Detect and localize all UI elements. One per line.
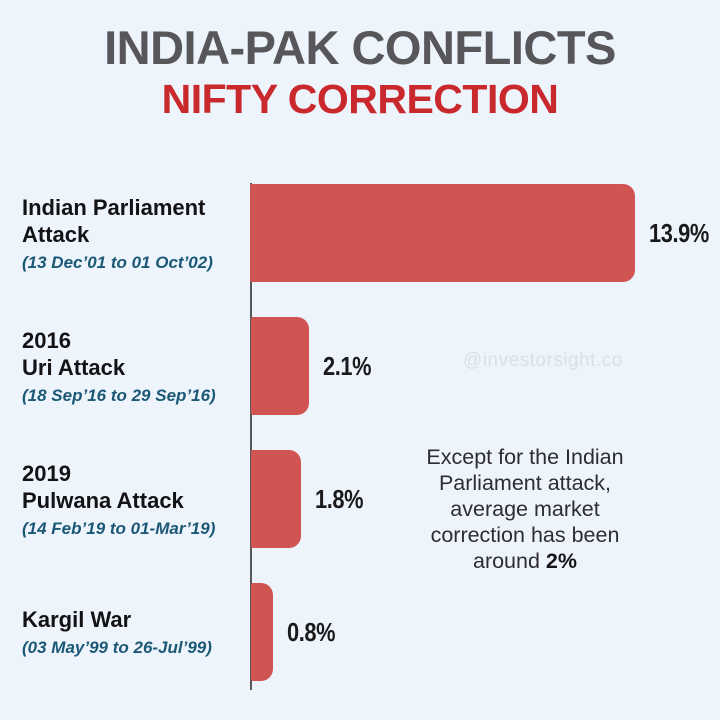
- annotation-text: Except for the Indian Parliament attack,…: [426, 445, 624, 573]
- annotation-bold-value: 2%: [539, 549, 577, 573]
- sub-title: NIFTY CORRECTION: [161, 76, 559, 122]
- row-label: 2016 Uri Attack (18 Sep’16 to 29 Sep’16): [0, 317, 229, 415]
- chart-row-uri-attack: 2016 Uri Attack (18 Sep’16 to 29 Sep’16)…: [0, 317, 720, 415]
- event-date-range: (18 Sep’16 to 29 Sep’16): [22, 385, 216, 405]
- chart-axis-line: [250, 183, 252, 690]
- event-name: Indian Parliament Attack: [22, 194, 206, 247]
- bar-value-label: 2.1%: [323, 350, 372, 381]
- row-label: Kargil War (03 May’99 to 26-Jul’99): [0, 583, 229, 681]
- event-date-range: (03 May’99 to 26-Jul’99): [22, 638, 212, 657]
- bar-value-label: 0.8%: [287, 616, 336, 647]
- watermark-text: @investorsight.co: [463, 350, 623, 371]
- nifty-correction-bar: [251, 583, 273, 681]
- event-date-range: (14 Feb’19 to 01-Mar’19): [22, 518, 216, 538]
- bar-value-label: 1.8%: [315, 483, 364, 514]
- bar-zone: 2.1%: [251, 317, 720, 415]
- bar-value-label: 13.9%: [648, 217, 709, 248]
- event-date-range: (13 Dec’01 to 01 Oct’02): [22, 252, 213, 272]
- main-title: INDIA-PAK CONFLICTS: [104, 21, 616, 74]
- chart-row-kargil-war: Kargil War (03 May’99 to 26-Jul’99) 0.8%: [0, 583, 720, 681]
- chart-row-parliament-attack: Indian Parliament Attack (13 Dec’01 to 0…: [0, 184, 720, 282]
- event-name: 2019 Pulwana Attack: [22, 460, 184, 513]
- bar-zone: 13.9%: [249, 184, 720, 282]
- nifty-correction-bar: [249, 184, 635, 282]
- nifty-correction-bar: [251, 317, 309, 415]
- row-label: Indian Parliament Attack (13 Dec’01 to 0…: [0, 184, 228, 282]
- bar-zone: 0.8%: [251, 583, 720, 681]
- row-label: 2019 Pulwana Attack (14 Feb’19 to 01-Mar…: [0, 450, 229, 548]
- annotation-note: Except for the Indian Parliament attack,…: [385, 444, 665, 574]
- nifty-correction-bar: [251, 450, 301, 548]
- event-name: 2016 Uri Attack: [22, 327, 126, 380]
- event-name: Kargil War: [22, 607, 132, 632]
- chart-row-pulwana-attack: 2019 Pulwana Attack (14 Feb’19 to 01-Mar…: [0, 450, 720, 548]
- bar-zone: 1.8%: [251, 450, 720, 548]
